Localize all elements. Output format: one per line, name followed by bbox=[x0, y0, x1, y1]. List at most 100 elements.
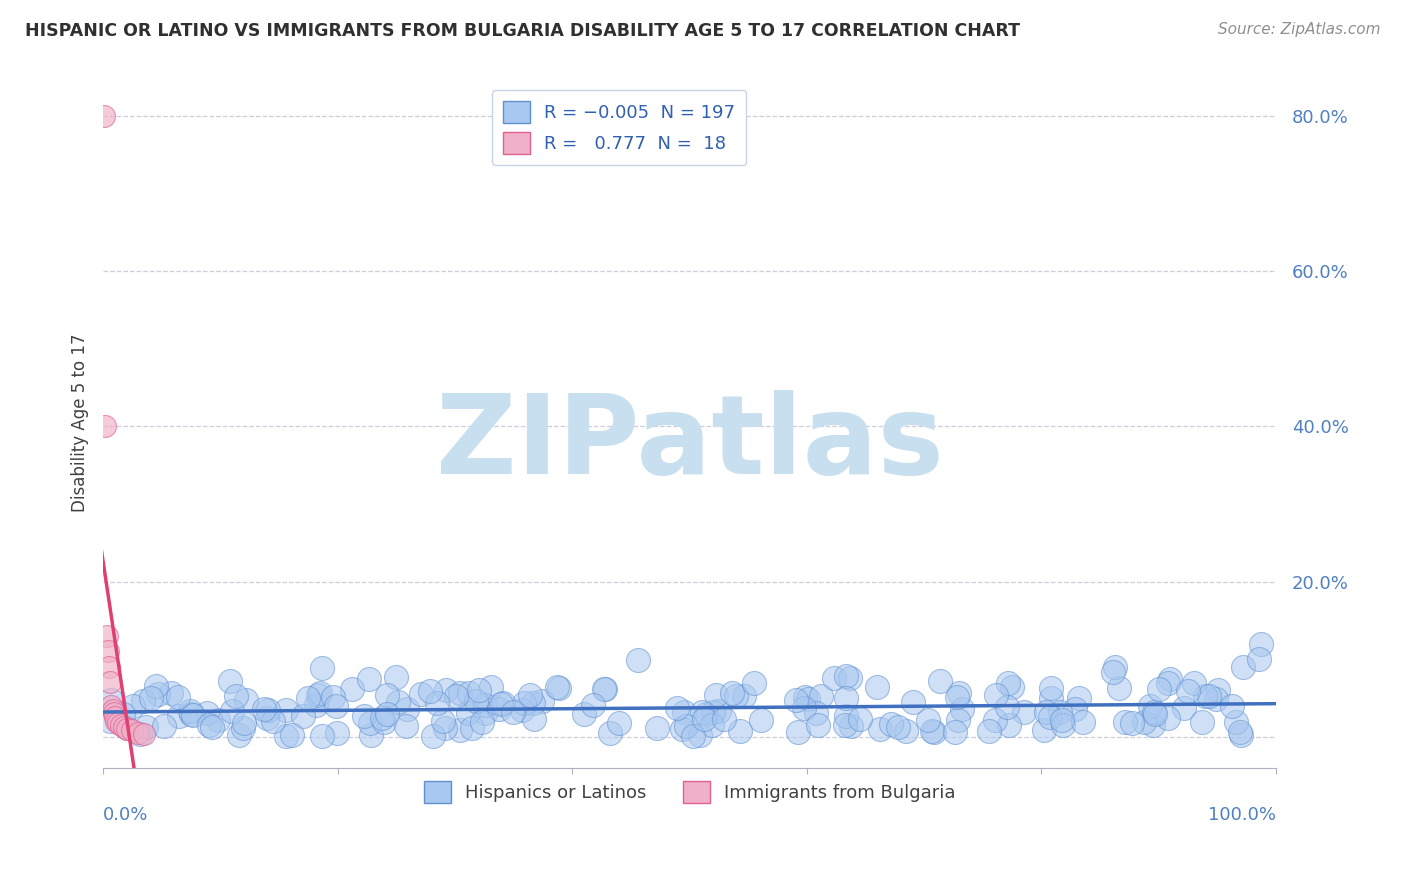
Point bbox=[395, 702, 418, 716]
Point bbox=[307, 688, 329, 702]
Point bbox=[457, 706, 479, 720]
Point bbox=[1205, 692, 1227, 706]
Point bbox=[1001, 680, 1024, 694]
Point bbox=[894, 724, 917, 739]
Point bbox=[810, 690, 832, 704]
Point bbox=[979, 724, 1001, 739]
Point bbox=[682, 729, 704, 743]
Point bbox=[609, 716, 631, 731]
Point bbox=[375, 689, 398, 703]
Point bbox=[387, 695, 409, 709]
Point bbox=[274, 703, 297, 717]
Point bbox=[502, 705, 524, 719]
Point bbox=[357, 672, 380, 686]
Point bbox=[599, 726, 621, 740]
Point bbox=[311, 729, 333, 743]
Point bbox=[695, 707, 717, 722]
Point bbox=[917, 714, 939, 728]
Point bbox=[384, 670, 406, 684]
Point bbox=[1177, 684, 1199, 698]
Point bbox=[593, 681, 616, 696]
Point bbox=[145, 679, 167, 693]
Point bbox=[785, 693, 807, 707]
Point bbox=[733, 690, 755, 704]
Point bbox=[371, 711, 394, 725]
Point bbox=[1039, 681, 1062, 695]
Point bbox=[666, 701, 689, 715]
Point bbox=[305, 698, 328, 713]
Point bbox=[627, 653, 650, 667]
Point bbox=[1033, 723, 1056, 737]
Point bbox=[373, 714, 395, 729]
Point bbox=[117, 721, 139, 735]
Point bbox=[1012, 705, 1035, 719]
Point bbox=[97, 644, 120, 658]
Point bbox=[946, 713, 969, 727]
Point bbox=[426, 696, 449, 710]
Point bbox=[522, 696, 544, 710]
Point bbox=[432, 714, 454, 729]
Point bbox=[121, 723, 143, 738]
Point bbox=[253, 702, 276, 716]
Point bbox=[1071, 715, 1094, 730]
Point bbox=[797, 692, 820, 706]
Point bbox=[94, 419, 117, 434]
Text: 0.0%: 0.0% bbox=[103, 805, 149, 823]
Point bbox=[218, 674, 240, 689]
Point bbox=[465, 694, 488, 708]
Point bbox=[946, 690, 969, 704]
Point bbox=[474, 698, 496, 712]
Point bbox=[146, 688, 169, 702]
Point bbox=[257, 703, 280, 717]
Point bbox=[444, 690, 467, 704]
Point bbox=[546, 680, 568, 694]
Point bbox=[139, 691, 162, 706]
Point bbox=[479, 680, 502, 694]
Point bbox=[1159, 672, 1181, 686]
Point bbox=[728, 723, 751, 738]
Point bbox=[326, 725, 349, 739]
Point bbox=[1069, 691, 1091, 706]
Point bbox=[1143, 705, 1166, 719]
Point bbox=[105, 714, 128, 728]
Point bbox=[434, 683, 457, 698]
Point bbox=[474, 706, 496, 721]
Point bbox=[807, 718, 830, 732]
Point bbox=[921, 723, 943, 738]
Point bbox=[1144, 707, 1167, 722]
Point bbox=[104, 710, 127, 724]
Point bbox=[866, 680, 889, 694]
Point bbox=[1049, 705, 1071, 719]
Point bbox=[1139, 698, 1161, 713]
Point bbox=[221, 704, 243, 718]
Point bbox=[1220, 699, 1243, 714]
Point bbox=[693, 713, 716, 727]
Point bbox=[461, 721, 484, 735]
Point bbox=[1198, 690, 1220, 704]
Text: 100.0%: 100.0% bbox=[1208, 805, 1277, 823]
Point bbox=[1182, 676, 1205, 690]
Point bbox=[457, 686, 479, 700]
Point bbox=[707, 704, 730, 718]
Point bbox=[311, 661, 333, 675]
Point bbox=[419, 684, 441, 698]
Point bbox=[96, 629, 118, 643]
Point bbox=[468, 683, 491, 698]
Text: HISPANIC OR LATINO VS IMMIGRANTS FROM BULGARIA DISABILITY AGE 5 TO 17 CORRELATIO: HISPANIC OR LATINO VS IMMIGRANTS FROM BU… bbox=[25, 22, 1021, 40]
Point bbox=[1121, 715, 1143, 730]
Point bbox=[794, 690, 817, 704]
Point bbox=[903, 694, 925, 708]
Point bbox=[180, 707, 202, 722]
Point bbox=[98, 675, 121, 690]
Point bbox=[787, 725, 810, 739]
Point bbox=[834, 691, 856, 706]
Point bbox=[1108, 681, 1130, 695]
Point bbox=[1114, 715, 1136, 730]
Point bbox=[228, 728, 250, 742]
Text: ZIPatlas: ZIPatlas bbox=[436, 390, 943, 497]
Point bbox=[724, 689, 747, 703]
Point bbox=[1191, 714, 1213, 729]
Point bbox=[1173, 701, 1195, 715]
Point bbox=[1232, 660, 1254, 674]
Point bbox=[1040, 691, 1063, 706]
